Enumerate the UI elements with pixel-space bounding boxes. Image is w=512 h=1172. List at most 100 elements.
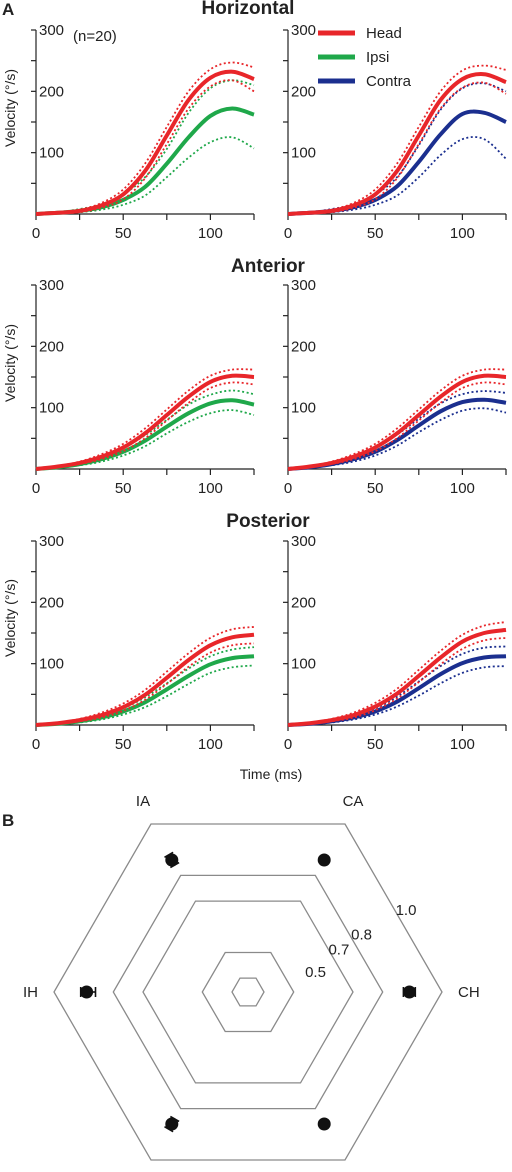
- radar-ring-0.5: [201, 951, 295, 1033]
- radar-axis-label-ch: CH: [458, 984, 480, 1001]
- radar-point-ia: [164, 851, 180, 869]
- radar-point-ch: [402, 985, 417, 999]
- radar-ring-label: 0.5: [305, 964, 326, 981]
- legend: Head Ipsi Contra: [318, 25, 412, 90]
- data-point: [80, 985, 94, 999]
- y-tick-label: 300: [291, 22, 316, 39]
- plot-horizontal-right: 0 50 100 100 200 300: [283, 22, 507, 242]
- y-tick-label: 100: [291, 145, 316, 162]
- series-contra-upper-bound: [287, 390, 507, 470]
- y-tick-label: 200: [291, 338, 316, 355]
- y-tick-label: 200: [291, 594, 316, 611]
- series-head-mean-line: [35, 632, 255, 727]
- data-point: [317, 1117, 331, 1131]
- plot-anterior-right: 0 50 100 100 200 300: [283, 277, 507, 497]
- series-head-lower-bound: [35, 381, 255, 470]
- legend-label-head: Head: [366, 25, 402, 42]
- x-tick-label: 100: [198, 736, 223, 753]
- radar-inner-hexagon: [231, 977, 265, 1007]
- x-axis-label-time: Time (ms): [240, 766, 302, 782]
- y-axis-label-posterior: Velocity (°/s): [2, 579, 18, 657]
- radar-point-ih: [79, 985, 97, 999]
- plot-posterior-right: 0 50 100 100 200 300: [283, 533, 507, 753]
- series-head-lower-bound: [287, 381, 507, 470]
- radar-ring-label: 0.8: [351, 927, 372, 944]
- series-contra-mean-line: [287, 654, 507, 727]
- x-tick-label: 0: [32, 480, 40, 497]
- x-tick-label: 50: [115, 225, 132, 242]
- row-title-anterior: Anterior: [231, 256, 306, 277]
- x-tick-label: 100: [450, 480, 475, 497]
- series-head-mean-line: [287, 373, 507, 471]
- x-tick-label: 100: [450, 736, 475, 753]
- y-tick-label: 100: [291, 656, 316, 673]
- series-ipsi-mean-line: [35, 106, 255, 216]
- data-point: [165, 853, 179, 867]
- series-ipsi-lower-bound: [35, 136, 255, 215]
- legend-label-contra: Contra: [366, 73, 412, 90]
- radar-chart: 0.50.70.81.0IACACHCPIPIH: [23, 793, 480, 1161]
- row-title-horizontal: Horizontal: [202, 0, 295, 19]
- y-tick-label: 200: [39, 338, 64, 355]
- x-tick-label: 50: [367, 480, 384, 497]
- series-head-lower-bound: [35, 642, 255, 726]
- series-ipsi-mean-line: [35, 654, 255, 727]
- radar-axis-label-ia: IA: [136, 793, 150, 810]
- y-tick-label: 100: [291, 400, 316, 417]
- n-annotation: (n=20): [73, 28, 117, 45]
- data-point: [165, 1117, 179, 1131]
- radar-point-cp: [317, 1117, 331, 1131]
- radar-ring-1.0: [53, 823, 443, 1161]
- y-tick-label: 300: [39, 22, 64, 39]
- y-tick-label: 300: [39, 277, 64, 294]
- series-contra-upper-bound: [287, 82, 507, 215]
- panel-letter-a: A: [2, 0, 14, 19]
- y-tick-label: 200: [39, 594, 64, 611]
- x-tick-label: 50: [367, 736, 384, 753]
- radar-point-ca: [317, 853, 331, 867]
- series-head-lower-bound: [35, 79, 255, 215]
- y-tick-label: 300: [39, 533, 64, 550]
- y-tick-label: 100: [39, 145, 64, 162]
- series-head-mean-line: [287, 72, 507, 216]
- series-head-upper-bound: [35, 368, 255, 470]
- radar-ring-0.7: [142, 900, 354, 1084]
- x-tick-label: 0: [284, 736, 292, 753]
- y-tick-label: 300: [291, 533, 316, 550]
- series-head-mean-line: [287, 627, 507, 727]
- y-axis-label-horizontal: Velocity (°/s): [2, 69, 18, 147]
- data-point: [402, 985, 416, 999]
- radar-ring-label: 1.0: [396, 902, 417, 919]
- x-tick-label: 0: [284, 480, 292, 497]
- panel-letter-b: B: [2, 811, 14, 830]
- radar-point-ip: [164, 1115, 180, 1133]
- y-tick-label: 100: [39, 656, 64, 673]
- x-tick-label: 100: [450, 225, 475, 242]
- radar-axis-label-ih: IH: [23, 984, 38, 1001]
- line-plots: 0 50 100 100 200 300 0 50 100 100 200 300 0 50 100 100 2…: [31, 22, 507, 753]
- series-head-upper-bound: [287, 368, 507, 470]
- plot-anterior-left: 0 50 100 100 200 300: [31, 277, 255, 497]
- radar-ring-label: 0.7: [328, 942, 349, 959]
- row-title-posterior: Posterior: [226, 511, 310, 532]
- plot-posterior-left: 0 50 100 100 200 300: [31, 533, 255, 753]
- series-head-mean-line: [35, 373, 255, 471]
- radar-axis-label-ca: CA: [343, 793, 364, 810]
- x-tick-label: 50: [367, 225, 384, 242]
- data-point: [317, 853, 331, 867]
- x-tick-label: 100: [198, 225, 223, 242]
- series-contra-lower-bound: [287, 136, 507, 215]
- x-tick-label: 0: [32, 225, 40, 242]
- plot-horizontal-left: 0 50 100 100 200 300: [31, 22, 255, 242]
- series-ipsi-upper-bound: [35, 79, 255, 215]
- x-tick-label: 50: [115, 480, 132, 497]
- y-axis-label-anterior: Velocity (°/s): [2, 324, 18, 402]
- x-tick-label: 0: [284, 225, 292, 242]
- y-tick-label: 300: [291, 277, 316, 294]
- y-tick-label: 100: [39, 400, 64, 417]
- y-tick-label: 200: [291, 83, 316, 100]
- x-tick-label: 0: [32, 736, 40, 753]
- x-tick-label: 50: [115, 736, 132, 753]
- y-tick-label: 200: [39, 83, 64, 100]
- series-head-mean-line: [35, 69, 255, 216]
